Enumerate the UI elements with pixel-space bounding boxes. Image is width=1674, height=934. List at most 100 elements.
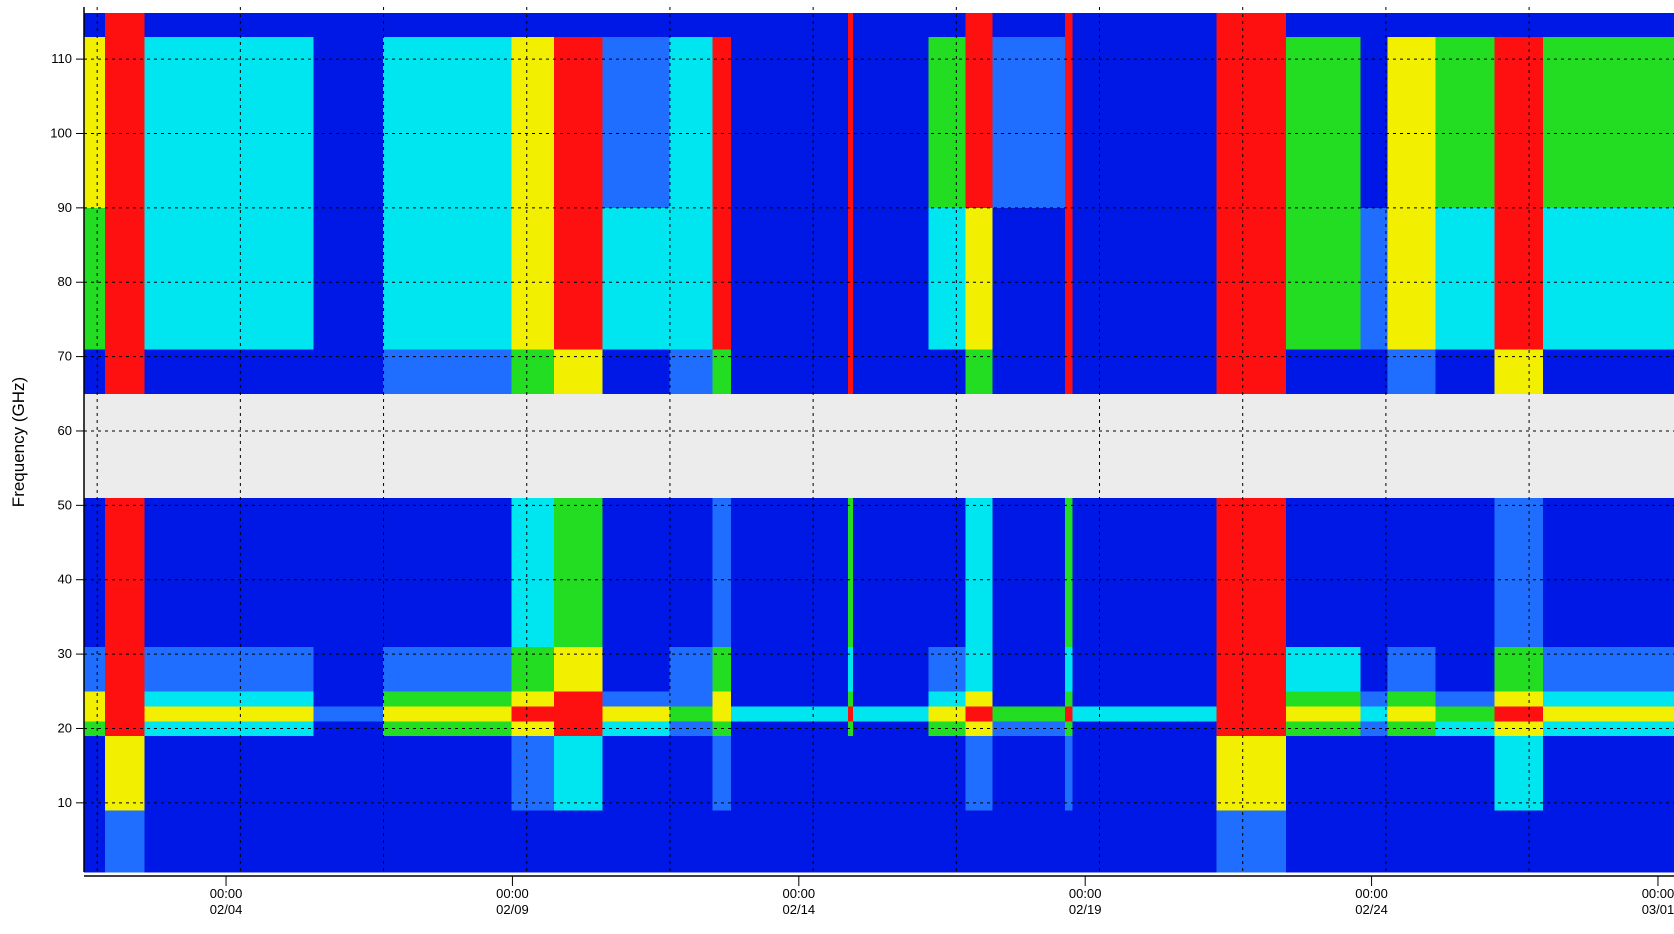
heatmap-cell [1065, 810, 1074, 873]
heatmap-cell [84, 207, 106, 350]
heatmap-cell [1542, 721, 1674, 737]
heatmap-cell [928, 36, 966, 209]
heatmap-cell [1542, 735, 1674, 811]
y-tick-label: 40 [58, 572, 72, 587]
heatmap-cell [1216, 13, 1287, 38]
heatmap-cell [712, 497, 732, 647]
heatmap-cell [731, 497, 849, 647]
heatmap-cell [1360, 36, 1389, 209]
heatmap-cell [1065, 646, 1074, 692]
heatmap-cell [144, 13, 315, 38]
heatmap-cell [1216, 207, 1287, 350]
heatmap-cell [731, 646, 849, 692]
heatmap-cell [731, 721, 849, 737]
heatmap-cell [1286, 13, 1362, 38]
heatmap-cell [965, 735, 993, 811]
heatmap-cell [1387, 706, 1437, 722]
heatmap-cell [1286, 36, 1362, 209]
heatmap-cell [1072, 349, 1217, 395]
heatmap-cell [602, 810, 670, 873]
heatmap-cell [144, 706, 315, 722]
heatmap-cell [554, 691, 603, 707]
heatmap-cell [992, 735, 1066, 811]
heatmap-cell [992, 36, 1066, 209]
heatmap-cell [1542, 691, 1674, 707]
heatmap-cell [1494, 691, 1544, 707]
heatmap-cell [144, 646, 315, 692]
heatmap-cell [84, 646, 106, 692]
heatmap-cell [731, 349, 849, 395]
heatmap-cell [992, 349, 1066, 395]
heatmap-cell [1072, 691, 1217, 707]
heatmap-cell [848, 735, 854, 811]
heatmap-cell [382, 735, 512, 811]
heatmap-cell [105, 36, 146, 209]
heatmap-cell [1360, 497, 1389, 647]
heatmap-cell [382, 646, 512, 692]
heatmap-cell [1435, 735, 1496, 811]
heatmap-cell [554, 735, 603, 811]
heatmap-cell [1360, 691, 1389, 707]
heatmap-cell [105, 646, 146, 692]
heatmap-cell [511, 810, 555, 873]
heatmap-cell [965, 36, 993, 209]
heatmap-cell [105, 13, 146, 38]
heatmap-cell [1542, 36, 1674, 209]
y-tick-label: 20 [58, 720, 72, 735]
heatmap-cell [511, 207, 555, 350]
y-tick-label: 10 [58, 795, 72, 810]
heatmap-cell [928, 691, 966, 707]
heatmap-cell [965, 13, 993, 38]
heatmap-cell [554, 721, 603, 737]
heatmap-cell [853, 36, 929, 209]
heatmap-cell [144, 810, 315, 873]
heatmap-cell [848, 207, 854, 350]
y-tick-label: 100 [50, 125, 72, 140]
heatmap-cell [511, 349, 555, 395]
heatmap-cell [105, 207, 146, 350]
x-tick-label: 00:00 [1642, 886, 1674, 901]
y-tick-label: 30 [58, 646, 72, 661]
heatmap-cell [712, 13, 732, 38]
heatmap-cell [1387, 349, 1437, 395]
heatmap-cell [928, 207, 966, 350]
heatmap-cell [511, 691, 555, 707]
heatmap-cell [731, 691, 849, 707]
x-tick-date: 02/19 [1069, 902, 1102, 917]
heatmap-cell [1387, 646, 1437, 692]
heatmap-cell [105, 706, 146, 722]
heatmap-cell [1542, 497, 1674, 647]
y-tick-label: 90 [58, 200, 72, 215]
heatmap-cell [1065, 706, 1074, 722]
heatmap-cell [1494, 349, 1544, 395]
heatmap-cell [1387, 36, 1437, 209]
heatmap-cell [105, 810, 146, 873]
heatmap-cell [712, 706, 732, 722]
heatmap-cell [848, 810, 854, 873]
heatmap-cell [731, 36, 849, 209]
heatmap-cell [313, 735, 384, 811]
x-tick-label: 00:00 [1355, 886, 1388, 901]
heatmap-cell [1542, 13, 1674, 38]
heatmap-cell [731, 706, 849, 722]
heatmap-cell [1494, 810, 1544, 873]
heatmap-cell [669, 721, 713, 737]
heatmap-cell [1435, 691, 1496, 707]
heatmap-cell [928, 13, 966, 38]
heatmap-cell [965, 691, 993, 707]
y-tick-label: 50 [58, 497, 72, 512]
heatmap-cell [554, 207, 603, 350]
heatmap-cell [1542, 207, 1674, 350]
y-tick-label: 110 [51, 51, 72, 66]
heatmap-cell [382, 497, 512, 647]
heatmap-cell [965, 207, 993, 350]
heatmap-cell [105, 735, 146, 811]
heatmap-cell [1072, 497, 1217, 647]
heatmap-cell [965, 497, 993, 647]
heatmap-cell [1216, 349, 1287, 395]
heatmap-cell [853, 810, 929, 873]
heatmap-cell [1216, 497, 1287, 647]
heatmap-cell [1542, 706, 1674, 722]
heatmap-cell [1286, 735, 1362, 811]
